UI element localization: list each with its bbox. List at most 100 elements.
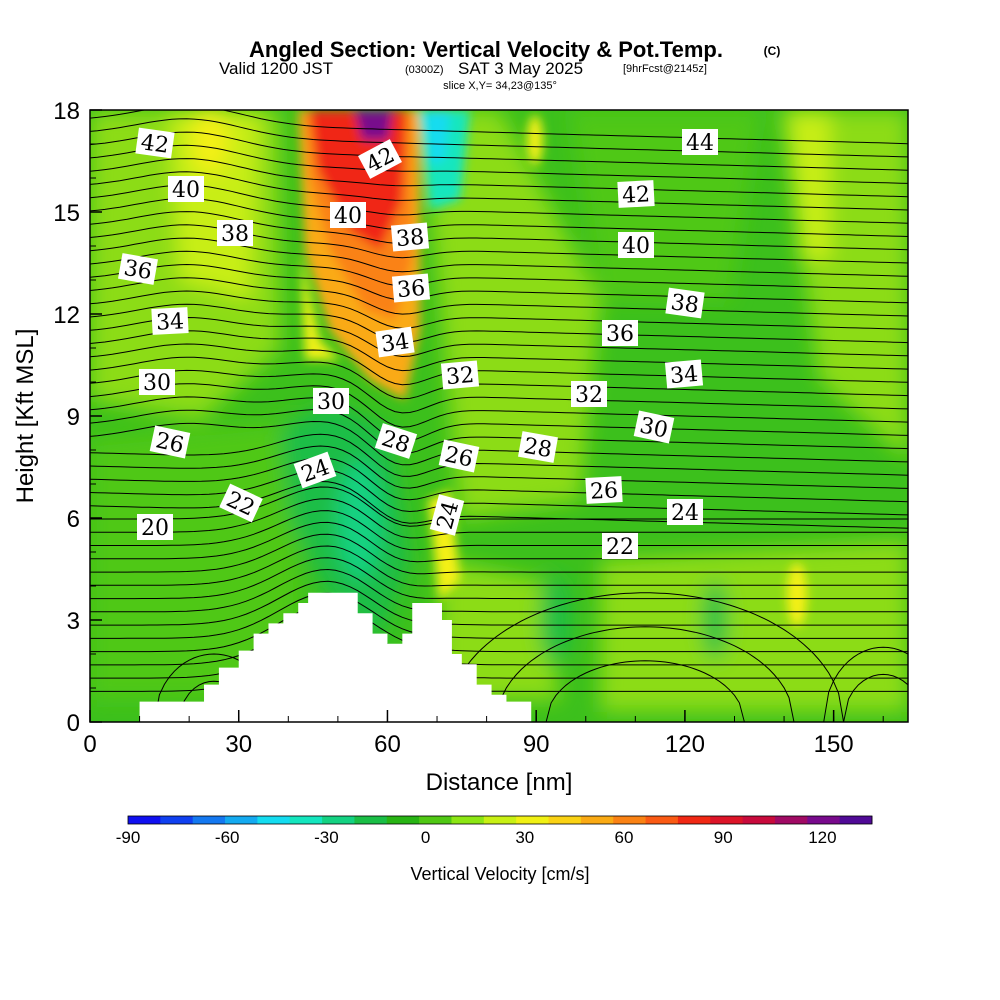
x-axis-label: Distance [nm] [426, 769, 573, 796]
contour-label: 26 [149, 425, 191, 459]
isentrope-line [90, 568, 908, 613]
contour-label: 26 [585, 476, 623, 505]
contour-label-text: 34 [669, 362, 699, 389]
contour-label-text: 30 [637, 413, 670, 443]
surface-isentrope [446, 592, 845, 722]
colorbar: -90 -60 -30 0 30 60 90 120 [116, 815, 873, 847]
contour-label-text: 34 [155, 309, 184, 335]
contour-label-text: 22 [606, 535, 634, 560]
contour-label-bg [665, 287, 705, 319]
isentrope-line [90, 521, 908, 563]
contour-label: 34 [664, 359, 704, 389]
contour-label-text: 38 [221, 222, 249, 247]
isentrope-line [90, 118, 908, 158]
x-tick-label: 30 [225, 731, 252, 758]
contour-label-text: 26 [442, 442, 475, 472]
contour-label: 24 [667, 499, 703, 526]
contour-label: 30 [313, 388, 349, 415]
colorbar-swatch [451, 816, 485, 824]
contour-label-bg [118, 253, 158, 285]
downdraft-core [338, 460, 382, 580]
isentrope-line [90, 557, 908, 600]
surface-isentrope [545, 660, 745, 722]
valid-time-line: Valid 1200 JST (0300Z) SAT 3 May 2025 [9… [219, 59, 707, 78]
isentrope-lines [90, 110, 908, 722]
contour-label-bg [440, 360, 480, 390]
isentrope-line [90, 131, 908, 171]
chart-title: Angled Section: Vertical Velocity & Pot.… [249, 37, 723, 62]
colorbar-swatch [645, 816, 679, 824]
contour-label-bg [391, 273, 431, 303]
contour-label-bg [137, 514, 173, 540]
valid-prefix: Valid 1200 JST [219, 59, 333, 78]
isentrope-line [90, 486, 908, 527]
contour-label-bg [618, 232, 654, 258]
contour-label: 36 [602, 320, 638, 347]
contour-label-text: 40 [622, 234, 650, 259]
colorbar-swatch [483, 816, 517, 824]
y-tick-label: 3 [67, 608, 80, 635]
contour-label-text: 42 [139, 130, 170, 159]
updraft-strip-right [790, 110, 830, 260]
contour-label-bg [664, 359, 704, 389]
contour-label: 34 [151, 307, 189, 336]
isentrope-line [90, 343, 908, 386]
contour-label-bg [374, 423, 418, 459]
y-axis: 0 3 6 9 12 15 18 [53, 98, 102, 737]
contour-label-bg [429, 494, 465, 536]
contour-label-bg [571, 381, 607, 407]
contour-label-bg [149, 425, 191, 459]
colorbar-swatch [516, 816, 549, 824]
contour-label: 42 [135, 127, 175, 159]
plot-area: 4240383634302622204240383634302824322624… [89, 109, 909, 723]
colorbar-tick-label: 60 [615, 828, 634, 847]
isentrope-line [90, 369, 908, 414]
contour-label-text: 34 [380, 329, 411, 358]
isentrope-line [90, 396, 908, 442]
lower-left-zone [90, 420, 300, 700]
y-axis-label: Height [Kft MSL] [12, 329, 39, 504]
contour-label-bg [219, 483, 263, 523]
contour-label-text: 40 [334, 204, 362, 229]
x-tick-label: 120 [665, 731, 705, 758]
colorbar-swatch [160, 816, 194, 824]
isentrope-line [90, 184, 908, 224]
updraft-band-left [170, 110, 260, 300]
contour-label: 20 [137, 514, 173, 541]
contour-label-bg [168, 176, 204, 202]
contour-label-text: 38 [669, 290, 700, 319]
isentrope-line [90, 197, 908, 237]
contour-label-bg [602, 533, 638, 559]
contour-label-text: 28 [522, 434, 554, 463]
isentrope-line [90, 580, 908, 626]
contour-label-bg [293, 451, 337, 489]
y-tick-label: 15 [53, 200, 80, 227]
colorbar-swatch [548, 816, 582, 824]
isentrope-line [90, 445, 908, 489]
isentrope-line [90, 420, 908, 466]
isentrope-line [90, 616, 908, 666]
contour-label: 28 [518, 431, 558, 463]
colorbar-swatch [322, 816, 355, 824]
contour-label-text: 20 [141, 516, 169, 541]
isentrope-line [90, 303, 908, 344]
colorbar-tick-label: -90 [116, 828, 141, 847]
x-tick-label: 150 [814, 731, 854, 758]
contour-label: 36 [118, 253, 158, 285]
contour-label-bg [151, 307, 189, 335]
contour-label-bg [217, 220, 253, 246]
contour-label: 38 [390, 222, 430, 252]
isentrope-line [90, 316, 908, 358]
colorbar-frame [127, 815, 873, 825]
colorbar-swatch [807, 816, 841, 824]
contour-label-text: 40 [172, 178, 200, 203]
contour-label-bg [135, 127, 175, 159]
isentrope-line [90, 158, 908, 198]
contour-label: 32 [571, 381, 607, 408]
chart-title-mark: (C) [764, 44, 781, 58]
isentrope-line [90, 592, 908, 639]
isentrope-line [90, 498, 908, 539]
contour-label-bg [313, 388, 349, 414]
colorbar-swatch [225, 816, 258, 824]
isentrope-line [90, 510, 908, 551]
